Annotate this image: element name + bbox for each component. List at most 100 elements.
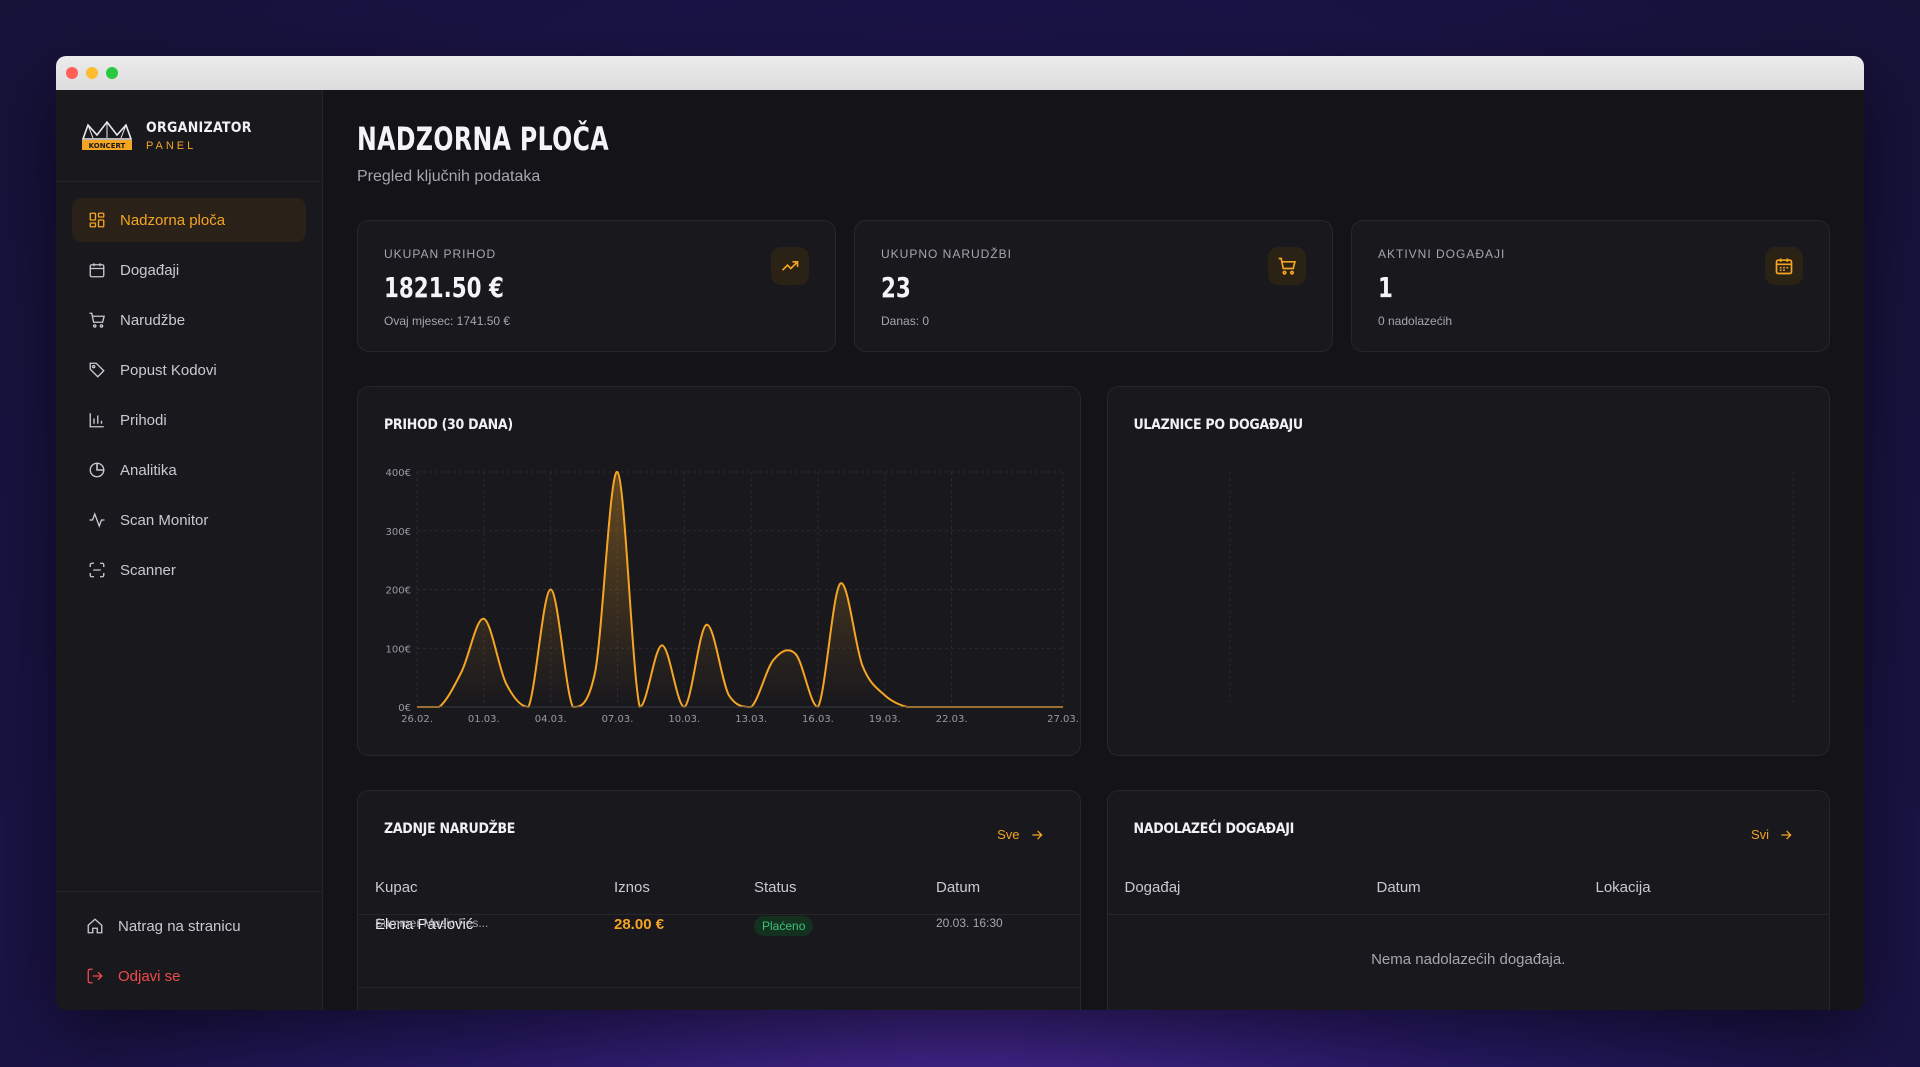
- column-header: Lokacija: [1595, 879, 1651, 896]
- charts-row: PRIHOD (30 DANA) 0€ 100€ 200€ 300€ 400€ 26.02…: [357, 386, 1830, 756]
- stat-value: 1: [1378, 271, 1393, 304]
- back-to-site-link[interactable]: Natrag na stranicu: [72, 904, 306, 948]
- x-tick-label: 19.03.: [869, 714, 901, 725]
- x-tick-label: 01.03.: [468, 714, 500, 725]
- x-tick-label: 13.03.: [735, 714, 767, 725]
- sidebar-nav: Nadzorna ploča Događaji Narudžbe Popust …: [56, 182, 322, 608]
- revenue-chart-title: PRIHOD (30 DANA): [384, 417, 513, 433]
- stat-label: UKUPNO NARUDŽBI: [881, 247, 1013, 261]
- y-tick-label: 0€: [398, 703, 411, 714]
- sidebar-item-label: Popust Kodovi: [120, 361, 217, 379]
- stat-value: 1821.50 €: [384, 271, 504, 304]
- sidebar-item-nadzorna-ploca[interactable]: Nadzorna ploča: [72, 198, 306, 242]
- sidebar-item-label: Događaji: [120, 261, 180, 279]
- stat-card-events: AKTIVNI DOGAĐAJI 1 0 nadolazećih: [1351, 220, 1830, 352]
- column-header: Datum: [936, 879, 981, 896]
- stats-row: UKUPAN PRIHOD 1821.50 € Ovaj mjesec: 174…: [357, 220, 1830, 352]
- sidebar-item-prihodi[interactable]: Prihodi: [72, 398, 306, 442]
- x-tick-label: 07.03.: [602, 714, 634, 725]
- x-tick-label: 16.03.: [802, 714, 834, 725]
- app-window: KONCERT ORGANIZATOR PANEL Nadzorna ploča…: [56, 56, 1864, 1010]
- revenue-area: [417, 471, 1063, 707]
- y-tick-label: 300€: [386, 527, 411, 538]
- page-title: NADZORNA PLOČA: [357, 120, 610, 158]
- pie-chart-icon: [89, 462, 105, 478]
- window-titlebar: [56, 56, 1864, 90]
- column-header: Status: [754, 879, 797, 896]
- sidebar-item-label: Nadzorna ploča: [120, 211, 226, 229]
- brand-subtitle: PANEL: [146, 139, 197, 152]
- main-content: NADZORNA PLOČA Pregled ključnih podataka…: [323, 90, 1864, 1010]
- events-table-header: Događaj Datum Lokacija: [1107, 879, 1829, 915]
- upcoming-events-title: NADOLAZEĆI DOGAĐAJI: [1133, 821, 1295, 837]
- activity-icon: [89, 512, 105, 528]
- stat-label: AKTIVNI DOGAĐAJI: [1378, 247, 1506, 261]
- y-tick-label: 400€: [386, 468, 411, 479]
- x-tick-label: 27.03.: [1047, 714, 1079, 725]
- sidebar-item-label: Scanner: [120, 561, 176, 579]
- page-subtitle: Pregled ključnih podataka: [357, 168, 541, 185]
- view-all-events-label: Svi: [1750, 827, 1769, 842]
- cart-icon: [89, 312, 105, 328]
- minimize-window-button[interactable]: [86, 67, 98, 79]
- sidebar-item-popust-kodovi[interactable]: Popust Kodovi: [72, 348, 306, 392]
- x-tick-label: 26.02.: [401, 714, 433, 725]
- sidebar-item-analitika[interactable]: Analitika: [72, 448, 306, 492]
- crown-logo-icon: KONCERT: [80, 119, 134, 153]
- view-all-orders-link[interactable]: Sve: [997, 827, 1043, 842]
- sidebar-item-label: Narudžbe: [120, 311, 186, 329]
- sidebar-item-narudzbe[interactable]: Narudžbe: [72, 298, 306, 342]
- x-tick-label: 10.03.: [668, 714, 700, 725]
- stat-note: Ovaj mjesec: 1741.50 €: [384, 314, 511, 328]
- view-all-orders-label: Sve: [997, 827, 1020, 842]
- stat-label: UKUPAN PRIHOD: [384, 247, 497, 261]
- home-icon: [87, 918, 103, 934]
- dashboard-icon: [89, 212, 105, 228]
- column-header: Iznos: [614, 879, 650, 896]
- revenue-chart[interactable]: 0€ 100€ 200€ 300€ 400€ 26.02. 01.03. 04.03. 07.0…: [358, 387, 1080, 757]
- recent-orders-title: ZADNJE NARUDŽBE: [384, 821, 516, 837]
- stat-note: 0 nadolazećih: [1378, 314, 1453, 328]
- logout-button[interactable]: Odjavi se: [72, 954, 306, 998]
- column-header: Kupac: [375, 879, 418, 896]
- tables-row: ZADNJE NARUDŽBE Sve Kupac Iznos Status D…: [357, 790, 1830, 1010]
- stat-note: Danas: 0: [881, 314, 930, 328]
- revenue-chart-panel: PRIHOD (30 DANA) 0€ 100€ 200€ 300€ 400€ 26.02…: [357, 386, 1081, 756]
- calendar-icon: [89, 263, 105, 278]
- sidebar-item-label: Prihodi: [120, 411, 167, 429]
- logout-label: Odjavi se: [118, 967, 181, 985]
- x-tick-label: 04.03.: [535, 714, 567, 725]
- table-row[interactable]: Elena Pavlović Summer Music Fes... 28.00…: [358, 916, 1080, 988]
- tickets-chart-panel: ULAZNICE PO DOGAĐAJU: [1106, 386, 1830, 756]
- brand-title: ORGANIZATOR: [146, 119, 252, 136]
- y-tick-label: 200€: [386, 586, 411, 597]
- sidebar-item-scanner[interactable]: Scanner: [72, 548, 306, 592]
- scan-icon: [89, 562, 105, 578]
- maximize-window-button[interactable]: [106, 67, 118, 79]
- sidebar-item-dogadaji[interactable]: Događaji: [72, 248, 306, 292]
- recent-orders-panel: ZADNJE NARUDŽBE Sve Kupac Iznos Status D…: [357, 790, 1081, 1010]
- bar-chart-icon: [89, 413, 104, 428]
- tickets-chart-area: [1229, 472, 1793, 702]
- x-tick-label: 22.03.: [936, 714, 968, 725]
- y-tick-label: 100€: [386, 644, 411, 655]
- cart-icon: [1268, 247, 1306, 285]
- column-header: Događaj: [1124, 879, 1181, 896]
- calendar-icon: [1765, 247, 1803, 285]
- close-window-button[interactable]: [66, 67, 78, 79]
- tickets-chart-title: ULAZNICE PO DOGAĐAJU: [1133, 417, 1304, 433]
- empty-state-message: Nema nadolazećih događaja.: [1371, 951, 1566, 968]
- view-all-events-link[interactable]: Svi: [1751, 827, 1793, 842]
- back-to-site-label: Natrag na stranicu: [118, 917, 241, 935]
- sidebar-item-scan-monitor[interactable]: Scan Monitor: [72, 498, 306, 542]
- stat-value: 23: [881, 271, 911, 304]
- customer-name: Elena Pavlović: [375, 916, 474, 933]
- brand[interactable]: KONCERT ORGANIZATOR PANEL: [56, 90, 322, 182]
- tag-icon: [89, 362, 105, 378]
- column-header: Datum: [1376, 879, 1421, 896]
- order-event: Summer Music Fes...: [375, 916, 489, 930]
- order-amount: 28.00 €: [614, 916, 665, 933]
- sidebar-item-label: Analitika: [120, 461, 177, 479]
- sidebar-item-label: Scan Monitor: [120, 511, 209, 529]
- status-badge: Plaćeno: [754, 916, 814, 936]
